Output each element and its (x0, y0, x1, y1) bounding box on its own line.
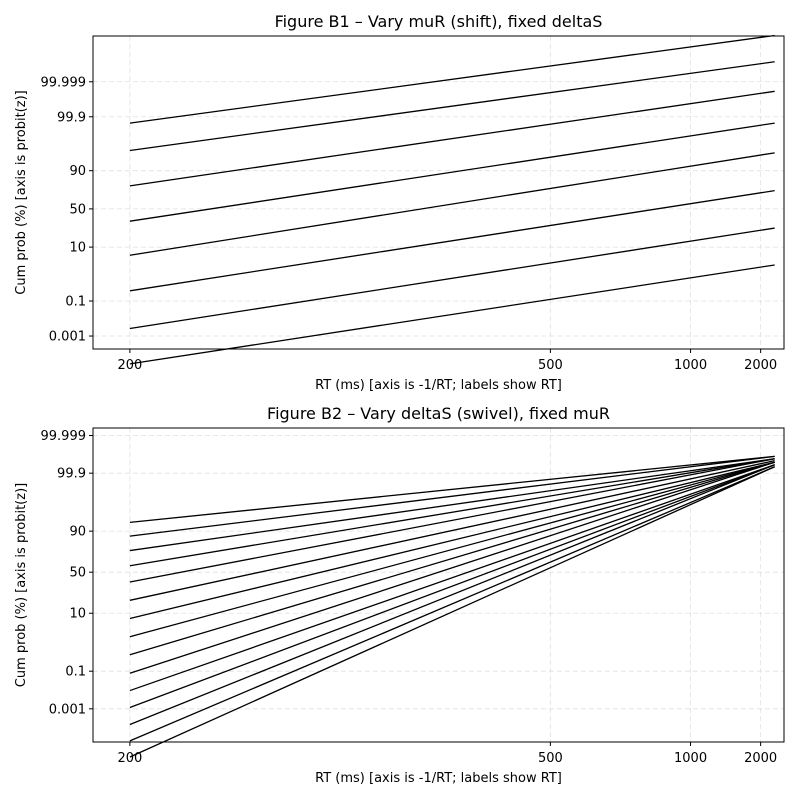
x-tick-label: 500 (538, 358, 563, 373)
series-line-1 (129, 264, 775, 365)
series-line-6 (129, 90, 775, 187)
y-tick-label: 10 (69, 241, 86, 256)
x-axis-label: RT (ms) [axis is -1/RT; labels show RT] (315, 771, 562, 786)
chart-panel-1: 200 500 1000 2000 0.001 0.1 10 50 90 99.9 99.999 Fi… (14, 12, 785, 393)
y-tick-label: 0.001 (49, 330, 86, 345)
y-tick-label: 99.999 (41, 75, 87, 90)
x-tick-label: 200 (117, 358, 142, 373)
series-line-7 (129, 461, 775, 656)
y-tick-label: 99.9 (57, 467, 86, 482)
series-line-1 (129, 466, 775, 758)
y-tick-label: 99.999 (41, 429, 87, 444)
series-line-8 (129, 461, 775, 638)
chart-title: Figure B1 – Vary muR (shift), fixed delt… (275, 12, 603, 31)
y-tick-label: 90 (69, 525, 86, 540)
plot-frame (92, 35, 785, 350)
series-line-2 (129, 227, 775, 330)
series-line-4 (129, 152, 775, 256)
y-tick-label: 0.001 (49, 702, 86, 717)
y-axis-label: Cum prob (%) [axis is probit(z)] (14, 483, 29, 687)
plot-frame (92, 427, 785, 743)
chart-title: Figure B2 – Vary deltaS (swivel), fixed … (267, 404, 610, 423)
y-axis-label: Cum prob (%) [axis is probit(z)] (14, 90, 29, 294)
series-line-9 (129, 461, 775, 620)
x-tick-label: 2000 (744, 751, 777, 766)
x-tick-label: 1000 (674, 358, 707, 373)
y-tick-label: 90 (69, 164, 86, 179)
y-tick-label: 50 (69, 566, 86, 581)
series-line-4 (129, 464, 775, 709)
series-line-2 (129, 466, 775, 742)
x-axis-label: RT (ms) [axis is -1/RT; labels show RT] (315, 378, 562, 393)
series-line-3 (129, 464, 775, 726)
series-line-7 (129, 61, 775, 152)
y-tick-label: 0.1 (65, 295, 86, 310)
y-tick-label: 99.9 (57, 110, 86, 125)
x-tick-label: 2000 (744, 358, 777, 373)
series-line-12 (129, 458, 775, 567)
series-line-3 (129, 189, 775, 292)
series-line-11 (129, 458, 775, 583)
series-line-13 (129, 458, 775, 552)
x-tick-label: 200 (117, 751, 142, 766)
chart-panel-2: 200 500 1000 2000 0.001 0.1 10 50 90 99.9 99.999 Fi… (14, 404, 785, 786)
series-line-5 (129, 122, 775, 222)
series-line-10 (129, 460, 775, 601)
series-line-14 (129, 455, 775, 537)
x-tick-label: 1000 (674, 751, 707, 766)
x-tick-label: 500 (538, 751, 563, 766)
series-line-5 (129, 464, 775, 692)
series-line-8 (129, 34, 775, 124)
series-line-6 (129, 461, 775, 674)
y-tick-label: 0.1 (65, 665, 86, 680)
y-tick-label: 50 (69, 202, 86, 217)
y-tick-label: 10 (69, 607, 86, 622)
series-line-15 (129, 455, 775, 524)
